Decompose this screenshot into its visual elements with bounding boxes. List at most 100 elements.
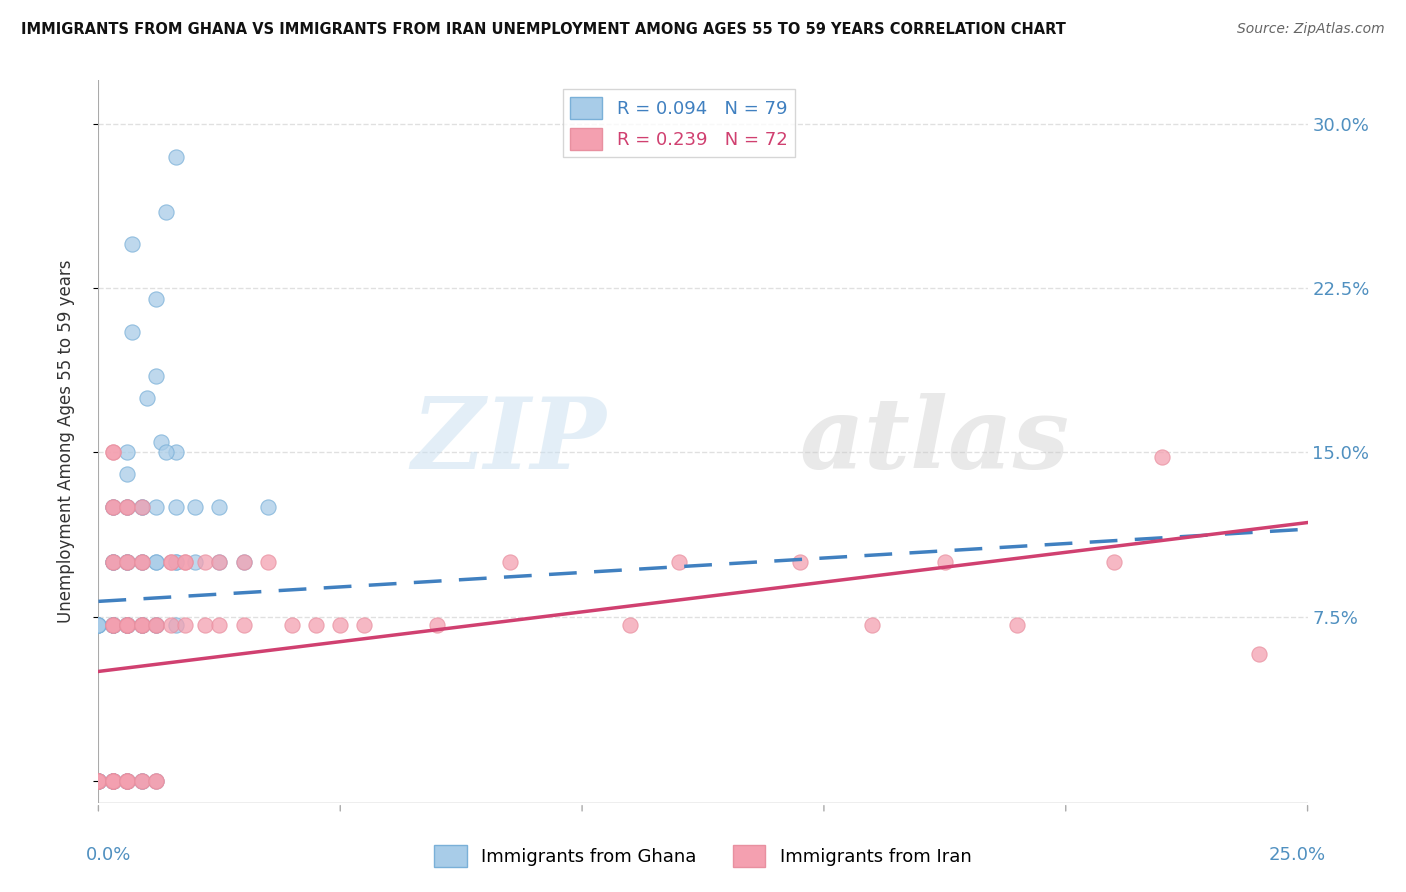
Point bbox=[131, 555, 153, 569]
Text: atlas: atlas bbox=[800, 393, 1070, 490]
Point bbox=[117, 500, 139, 515]
Point bbox=[208, 500, 231, 515]
Point bbox=[87, 618, 110, 632]
Point bbox=[160, 555, 183, 569]
Point bbox=[155, 204, 177, 219]
Point bbox=[87, 773, 110, 788]
Point bbox=[174, 618, 197, 632]
Point bbox=[145, 555, 167, 569]
Point bbox=[174, 555, 197, 569]
Point bbox=[117, 500, 139, 515]
Point bbox=[934, 555, 956, 569]
Point bbox=[184, 555, 207, 569]
Point bbox=[101, 618, 124, 632]
Point bbox=[101, 500, 124, 515]
Text: 25.0%: 25.0% bbox=[1268, 847, 1326, 864]
Point bbox=[165, 500, 187, 515]
Point bbox=[860, 618, 883, 632]
Point bbox=[101, 773, 124, 788]
Point bbox=[131, 773, 153, 788]
Point bbox=[131, 555, 153, 569]
Point bbox=[305, 618, 328, 632]
Point bbox=[117, 445, 139, 459]
Point bbox=[145, 368, 167, 383]
Point bbox=[184, 500, 207, 515]
Point bbox=[87, 773, 110, 788]
Point bbox=[87, 773, 110, 788]
Point bbox=[131, 500, 153, 515]
Point bbox=[117, 500, 139, 515]
Point bbox=[101, 773, 124, 788]
Point bbox=[87, 773, 110, 788]
Point bbox=[1249, 647, 1271, 661]
Point bbox=[160, 618, 183, 632]
Point bbox=[101, 618, 124, 632]
Point bbox=[101, 618, 124, 632]
Point bbox=[117, 773, 139, 788]
Point bbox=[117, 773, 139, 788]
Y-axis label: Unemployment Among Ages 55 to 59 years: Unemployment Among Ages 55 to 59 years bbox=[56, 260, 75, 624]
Point bbox=[619, 618, 641, 632]
Point bbox=[232, 555, 254, 569]
Point bbox=[117, 618, 139, 632]
Point bbox=[117, 773, 139, 788]
Point bbox=[1102, 555, 1125, 569]
Point bbox=[87, 773, 110, 788]
Point bbox=[101, 773, 124, 788]
Point bbox=[145, 292, 167, 306]
Point bbox=[145, 773, 167, 788]
Point bbox=[145, 773, 167, 788]
Point bbox=[131, 773, 153, 788]
Point bbox=[87, 773, 110, 788]
Point bbox=[101, 618, 124, 632]
Point bbox=[165, 150, 187, 164]
Point bbox=[101, 445, 124, 459]
Point bbox=[117, 773, 139, 788]
Point bbox=[117, 773, 139, 788]
Point bbox=[165, 555, 187, 569]
Point bbox=[353, 618, 375, 632]
Point bbox=[117, 618, 139, 632]
Point bbox=[232, 618, 254, 632]
Point bbox=[117, 773, 139, 788]
Point bbox=[150, 434, 173, 449]
Point bbox=[101, 773, 124, 788]
Text: Source: ZipAtlas.com: Source: ZipAtlas.com bbox=[1237, 22, 1385, 37]
Point bbox=[101, 773, 124, 788]
Point bbox=[87, 773, 110, 788]
Point bbox=[131, 773, 153, 788]
Point bbox=[208, 555, 231, 569]
Point bbox=[101, 555, 124, 569]
Point bbox=[101, 555, 124, 569]
Point bbox=[165, 555, 187, 569]
Point bbox=[101, 618, 124, 632]
Point bbox=[101, 618, 124, 632]
Point bbox=[101, 618, 124, 632]
Point bbox=[145, 618, 167, 632]
Point bbox=[101, 773, 124, 788]
Point bbox=[101, 773, 124, 788]
Point bbox=[121, 237, 143, 252]
Point bbox=[329, 618, 352, 632]
Point bbox=[1152, 450, 1174, 464]
Point bbox=[145, 618, 167, 632]
Point bbox=[117, 555, 139, 569]
Point bbox=[131, 618, 153, 632]
Point bbox=[87, 773, 110, 788]
Point bbox=[117, 618, 139, 632]
Point bbox=[165, 618, 187, 632]
Point bbox=[117, 618, 139, 632]
Point bbox=[101, 555, 124, 569]
Point bbox=[256, 555, 278, 569]
Point bbox=[117, 555, 139, 569]
Point bbox=[87, 773, 110, 788]
Point bbox=[117, 618, 139, 632]
Point bbox=[208, 618, 231, 632]
Point bbox=[87, 773, 110, 788]
Point bbox=[117, 618, 139, 632]
Point bbox=[101, 773, 124, 788]
Point bbox=[256, 500, 278, 515]
Point bbox=[426, 618, 449, 632]
Point bbox=[117, 773, 139, 788]
Point bbox=[117, 467, 139, 482]
